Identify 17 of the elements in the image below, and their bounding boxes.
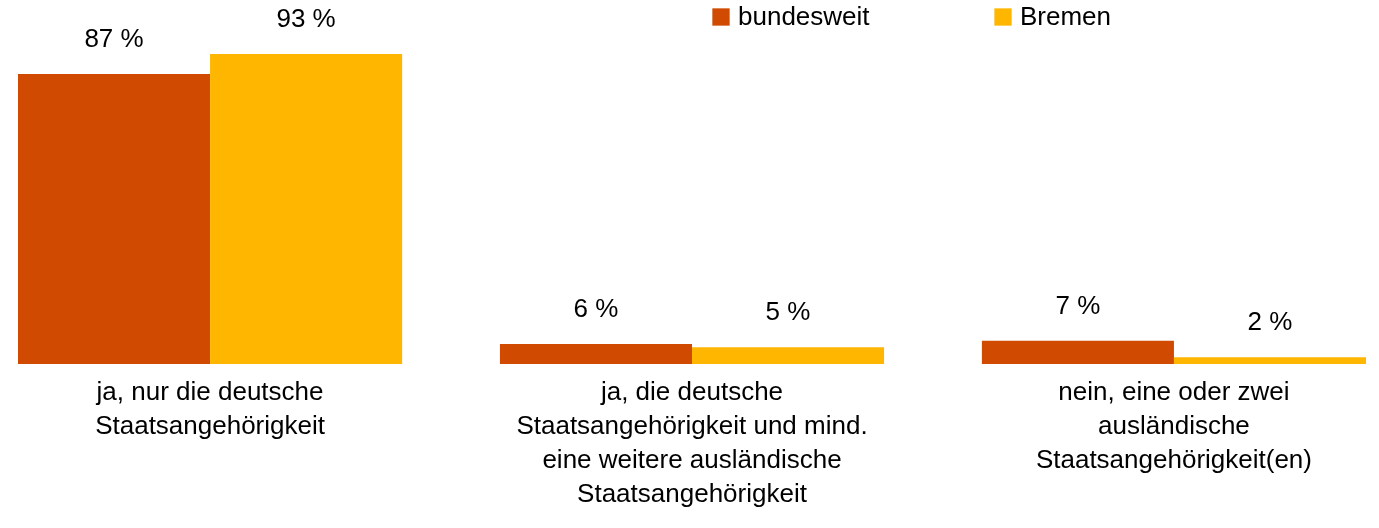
bar bbox=[1173, 357, 1366, 364]
bar bbox=[981, 340, 1174, 364]
x-tick-label: ja, die deutsche Staatsangehörigkeit und mind. eine weitere ausländische Staatsangehörigkeit bbox=[516, 375, 868, 508]
data-label: 87 % bbox=[84, 23, 144, 53]
bar bbox=[210, 54, 403, 364]
data-label: 7 % bbox=[1055, 289, 1101, 320]
x-tick-label: nein, eine oder zwei ausländische Staatsangehörigkeit(en) bbox=[1035, 375, 1312, 474]
legend-label: bundesweit bbox=[738, 1, 871, 31]
data-label: 6 % bbox=[573, 293, 619, 323]
data-label: 2 % bbox=[1247, 306, 1293, 337]
data-label: 5 % bbox=[765, 296, 811, 327]
data-label: 93 % bbox=[276, 3, 336, 33]
bar bbox=[692, 347, 885, 364]
legend-label: Bremen bbox=[1020, 1, 1112, 31]
bar bbox=[18, 74, 211, 364]
bar bbox=[499, 344, 692, 364]
x-tick-label: ja, nur die deutsche Staatsangehörigkeit bbox=[95, 375, 326, 440]
